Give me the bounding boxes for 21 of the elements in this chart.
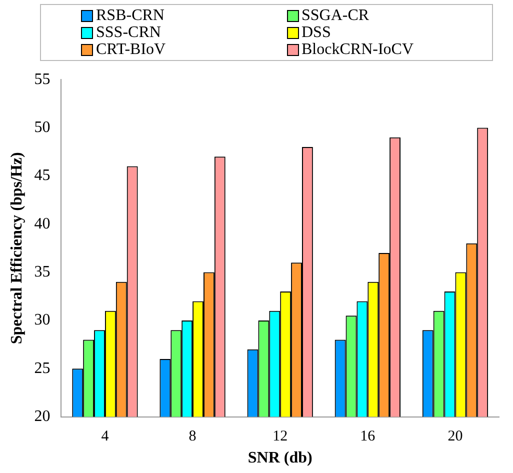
x-tick-label: 4: [101, 428, 110, 445]
x-axis-title: SNR (db): [248, 450, 312, 467]
y-axis-title: Spectral Efficiency (bps/Hz): [8, 152, 26, 344]
x-tick-label: 20: [448, 428, 463, 445]
x-tick-label: 12: [272, 428, 288, 445]
y-tick-label: 50: [34, 118, 50, 136]
y-tick-label: 30: [34, 312, 50, 329]
y-tick-label: 20: [34, 408, 50, 426]
y-tick-label: 40: [34, 215, 50, 232]
legend-label: DSS: [302, 24, 331, 41]
legend-label: RSB-CRN: [96, 7, 164, 24]
y-tick-label: 55: [34, 70, 50, 88]
y-tick-label: 35: [34, 263, 50, 280]
x-tick-label: 8: [188, 428, 196, 445]
x-tick-label: 16: [360, 428, 376, 445]
legend-label: BlockCRN-IoCV: [302, 41, 414, 58]
legend-label: SSGA-CR: [302, 7, 370, 24]
y-tick-label: 25: [34, 360, 50, 377]
legend-label: SSS-CRN: [96, 24, 161, 41]
y-tick-label: 45: [34, 167, 50, 184]
legend-label: CRT-BIoV: [96, 41, 166, 58]
